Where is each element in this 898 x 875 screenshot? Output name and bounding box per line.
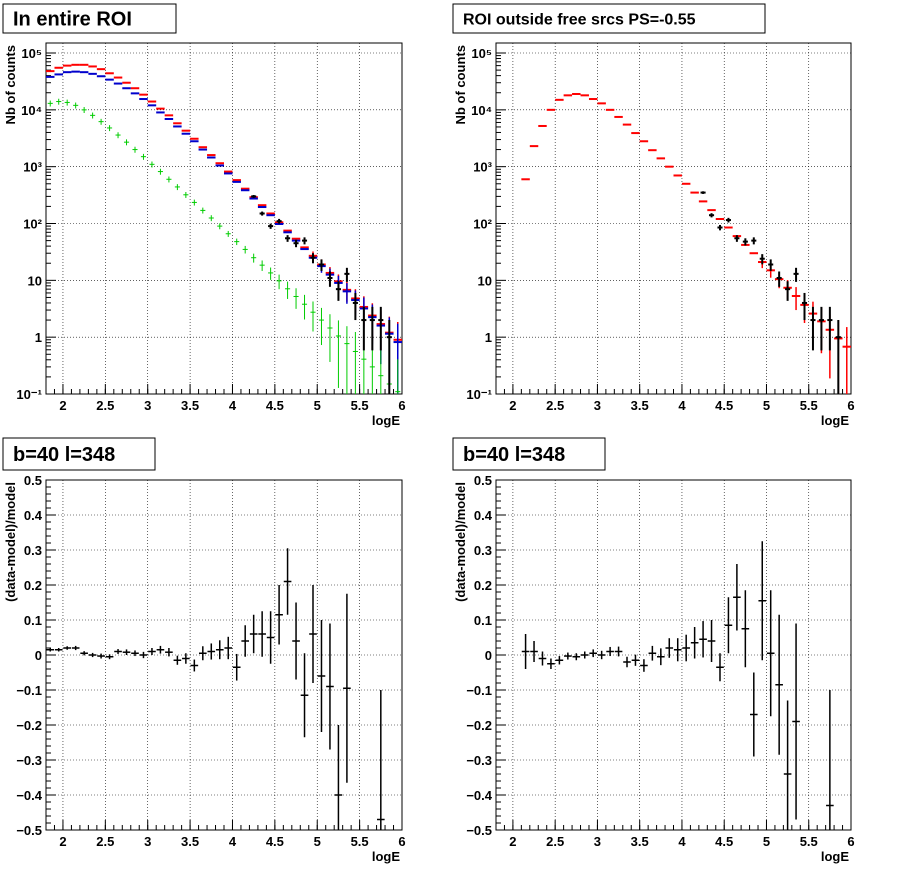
x-tick-label: 4.5 <box>715 398 733 413</box>
x-tick-label: 5.5 <box>800 834 818 849</box>
x-tick-label: 2 <box>509 834 516 849</box>
x-tick-label: 5.5 <box>351 398 369 413</box>
data-layer <box>46 63 402 394</box>
y-tick-label: 0.1 <box>24 613 42 628</box>
y-tick-label: 0.3 <box>474 543 492 558</box>
y-tick-label: −0.4 <box>466 788 492 803</box>
x-tick-label: 4 <box>678 398 686 413</box>
y-tick-label: 10⁻¹ <box>16 387 42 402</box>
chart-panel-1: 2 2.5 3 3.5 4 4.5 5 5.5 6 10⁻¹ 1 10 10² 10³ 10⁴ 10⁵ logE… <box>2 3 406 428</box>
chart-title: In entire ROI <box>13 9 132 31</box>
plot-frame <box>45 42 403 395</box>
x-tick-label: 2.5 <box>546 834 564 849</box>
y-tick-label: 0.4 <box>474 508 493 523</box>
x-axis-label: logE <box>821 413 849 428</box>
x-tick-label: 6 <box>398 398 405 413</box>
y-tick-label: 0 <box>485 648 492 663</box>
x-axis-label: logE <box>372 849 400 864</box>
y-tick-label: −0.3 <box>466 753 492 768</box>
plot-frame <box>495 42 852 395</box>
y-tick-label: 1 <box>35 330 42 345</box>
x-tick-label: 5.5 <box>800 398 818 413</box>
y-tick-label: 0.2 <box>474 578 492 593</box>
x-tick-label: 4.5 <box>266 398 284 413</box>
y-tick-label: 10⁵ <box>21 46 42 61</box>
y-tick-label: 0.1 <box>474 613 492 628</box>
y-tick-label: 0.5 <box>474 473 492 488</box>
x-tick-label: 2.5 <box>546 398 564 413</box>
y-tick-label: 10³ <box>473 160 492 175</box>
y-axis-label: Nb of counts <box>453 45 468 124</box>
x-tick-label: 2.5 <box>96 398 114 413</box>
x-tick-label: 2 <box>59 398 66 413</box>
title-box <box>452 437 606 471</box>
x-tick-label: 3.5 <box>181 398 199 413</box>
y-tick-label: 0.2 <box>24 578 42 593</box>
x-tick-label: 3.5 <box>181 834 199 849</box>
y-tick-label: 1 <box>485 330 492 345</box>
x-tick-label: 3 <box>144 398 151 413</box>
x-tick-label: 3 <box>594 398 601 413</box>
y-tick-label: 10² <box>23 217 42 232</box>
chart-title: b=40 l=348 <box>463 444 565 466</box>
x-tick-label: 4.5 <box>715 834 733 849</box>
x-tick-label: 3 <box>594 834 601 849</box>
x-axis-label: logE <box>821 849 849 864</box>
y-tick-label: 10² <box>473 217 492 232</box>
x-tick-label: 5.5 <box>351 834 369 849</box>
y-tick-label: 10⁻¹ <box>466 387 492 402</box>
x-tick-label: 2.5 <box>96 834 114 849</box>
x-tick-label: 6 <box>398 834 405 849</box>
x-tick-label: 4 <box>229 398 237 413</box>
y-tick-label: 10 <box>28 273 42 288</box>
data-layer <box>46 548 385 830</box>
y-tick-label: 0 <box>35 648 42 663</box>
x-tick-label: 4 <box>229 834 237 849</box>
x-tick-label: 5 <box>763 834 770 849</box>
title-box <box>452 3 766 34</box>
y-tick-label: 10⁴ <box>21 103 42 118</box>
y-tick-label: 10 <box>478 273 492 288</box>
x-tick-label: 2 <box>509 398 516 413</box>
y-tick-label: 0.5 <box>24 473 42 488</box>
y-tick-label: 10⁵ <box>471 46 492 61</box>
y-axis-label: (data-model)/model <box>3 482 18 602</box>
x-tick-label: 5 <box>314 834 321 849</box>
y-tick-label: −0.2 <box>16 718 42 733</box>
x-tick-label: 3.5 <box>631 834 649 849</box>
y-tick-label: −0.2 <box>466 718 492 733</box>
data-layer <box>521 541 834 830</box>
y-tick-label: 0.4 <box>24 508 43 523</box>
chart-title: ROI outside free srcs PS=-0.55 <box>463 11 696 28</box>
chart-panel-3: 2 2.5 3 3.5 4 4.5 5 5.5 6 −0.5 −0.4 −0.3 −0.2 −0.1 0 0.… <box>2 437 406 864</box>
x-tick-label: 4.5 <box>266 834 284 849</box>
y-tick-label: −0.3 <box>16 753 42 768</box>
y-tick-label: −0.1 <box>16 683 42 698</box>
y-tick-label: 10⁴ <box>471 103 492 118</box>
y-tick-label: −0.4 <box>16 788 42 803</box>
y-axis-label: Nb of counts <box>3 45 18 124</box>
x-tick-label: 3.5 <box>631 398 649 413</box>
data-layer <box>521 92 851 394</box>
y-tick-label: −0.5 <box>16 823 42 838</box>
chart-title: b=40 l=348 <box>13 444 115 466</box>
y-axis-label: (data-model)/model <box>453 482 468 602</box>
y-tick-label: 10³ <box>23 160 42 175</box>
x-tick-label: 3 <box>144 834 151 849</box>
x-axis-label: logE <box>372 413 400 428</box>
title-box <box>2 437 156 471</box>
y-tick-label: −0.1 <box>466 683 492 698</box>
y-tick-label: 0.3 <box>24 543 42 558</box>
x-tick-label: 4 <box>678 834 686 849</box>
title-box <box>2 3 177 34</box>
x-tick-label: 5 <box>763 398 770 413</box>
x-tick-label: 2 <box>59 834 66 849</box>
chart-panel-2: 2 2.5 3 3.5 4 4.5 5 5.5 6 10⁻¹ 1 10 10² 10³ 10⁴ 10⁵ logE… <box>452 3 855 428</box>
x-tick-label: 6 <box>847 398 854 413</box>
x-tick-label: 5 <box>314 398 321 413</box>
y-tick-label: −0.5 <box>466 823 492 838</box>
x-tick-label: 6 <box>847 834 854 849</box>
chart-panel-4: 2 2.5 3 3.5 4 4.5 5 5.5 6 −0.5 −0.4 −0.3 −0.2 −0.1 0 0.… <box>452 437 855 864</box>
